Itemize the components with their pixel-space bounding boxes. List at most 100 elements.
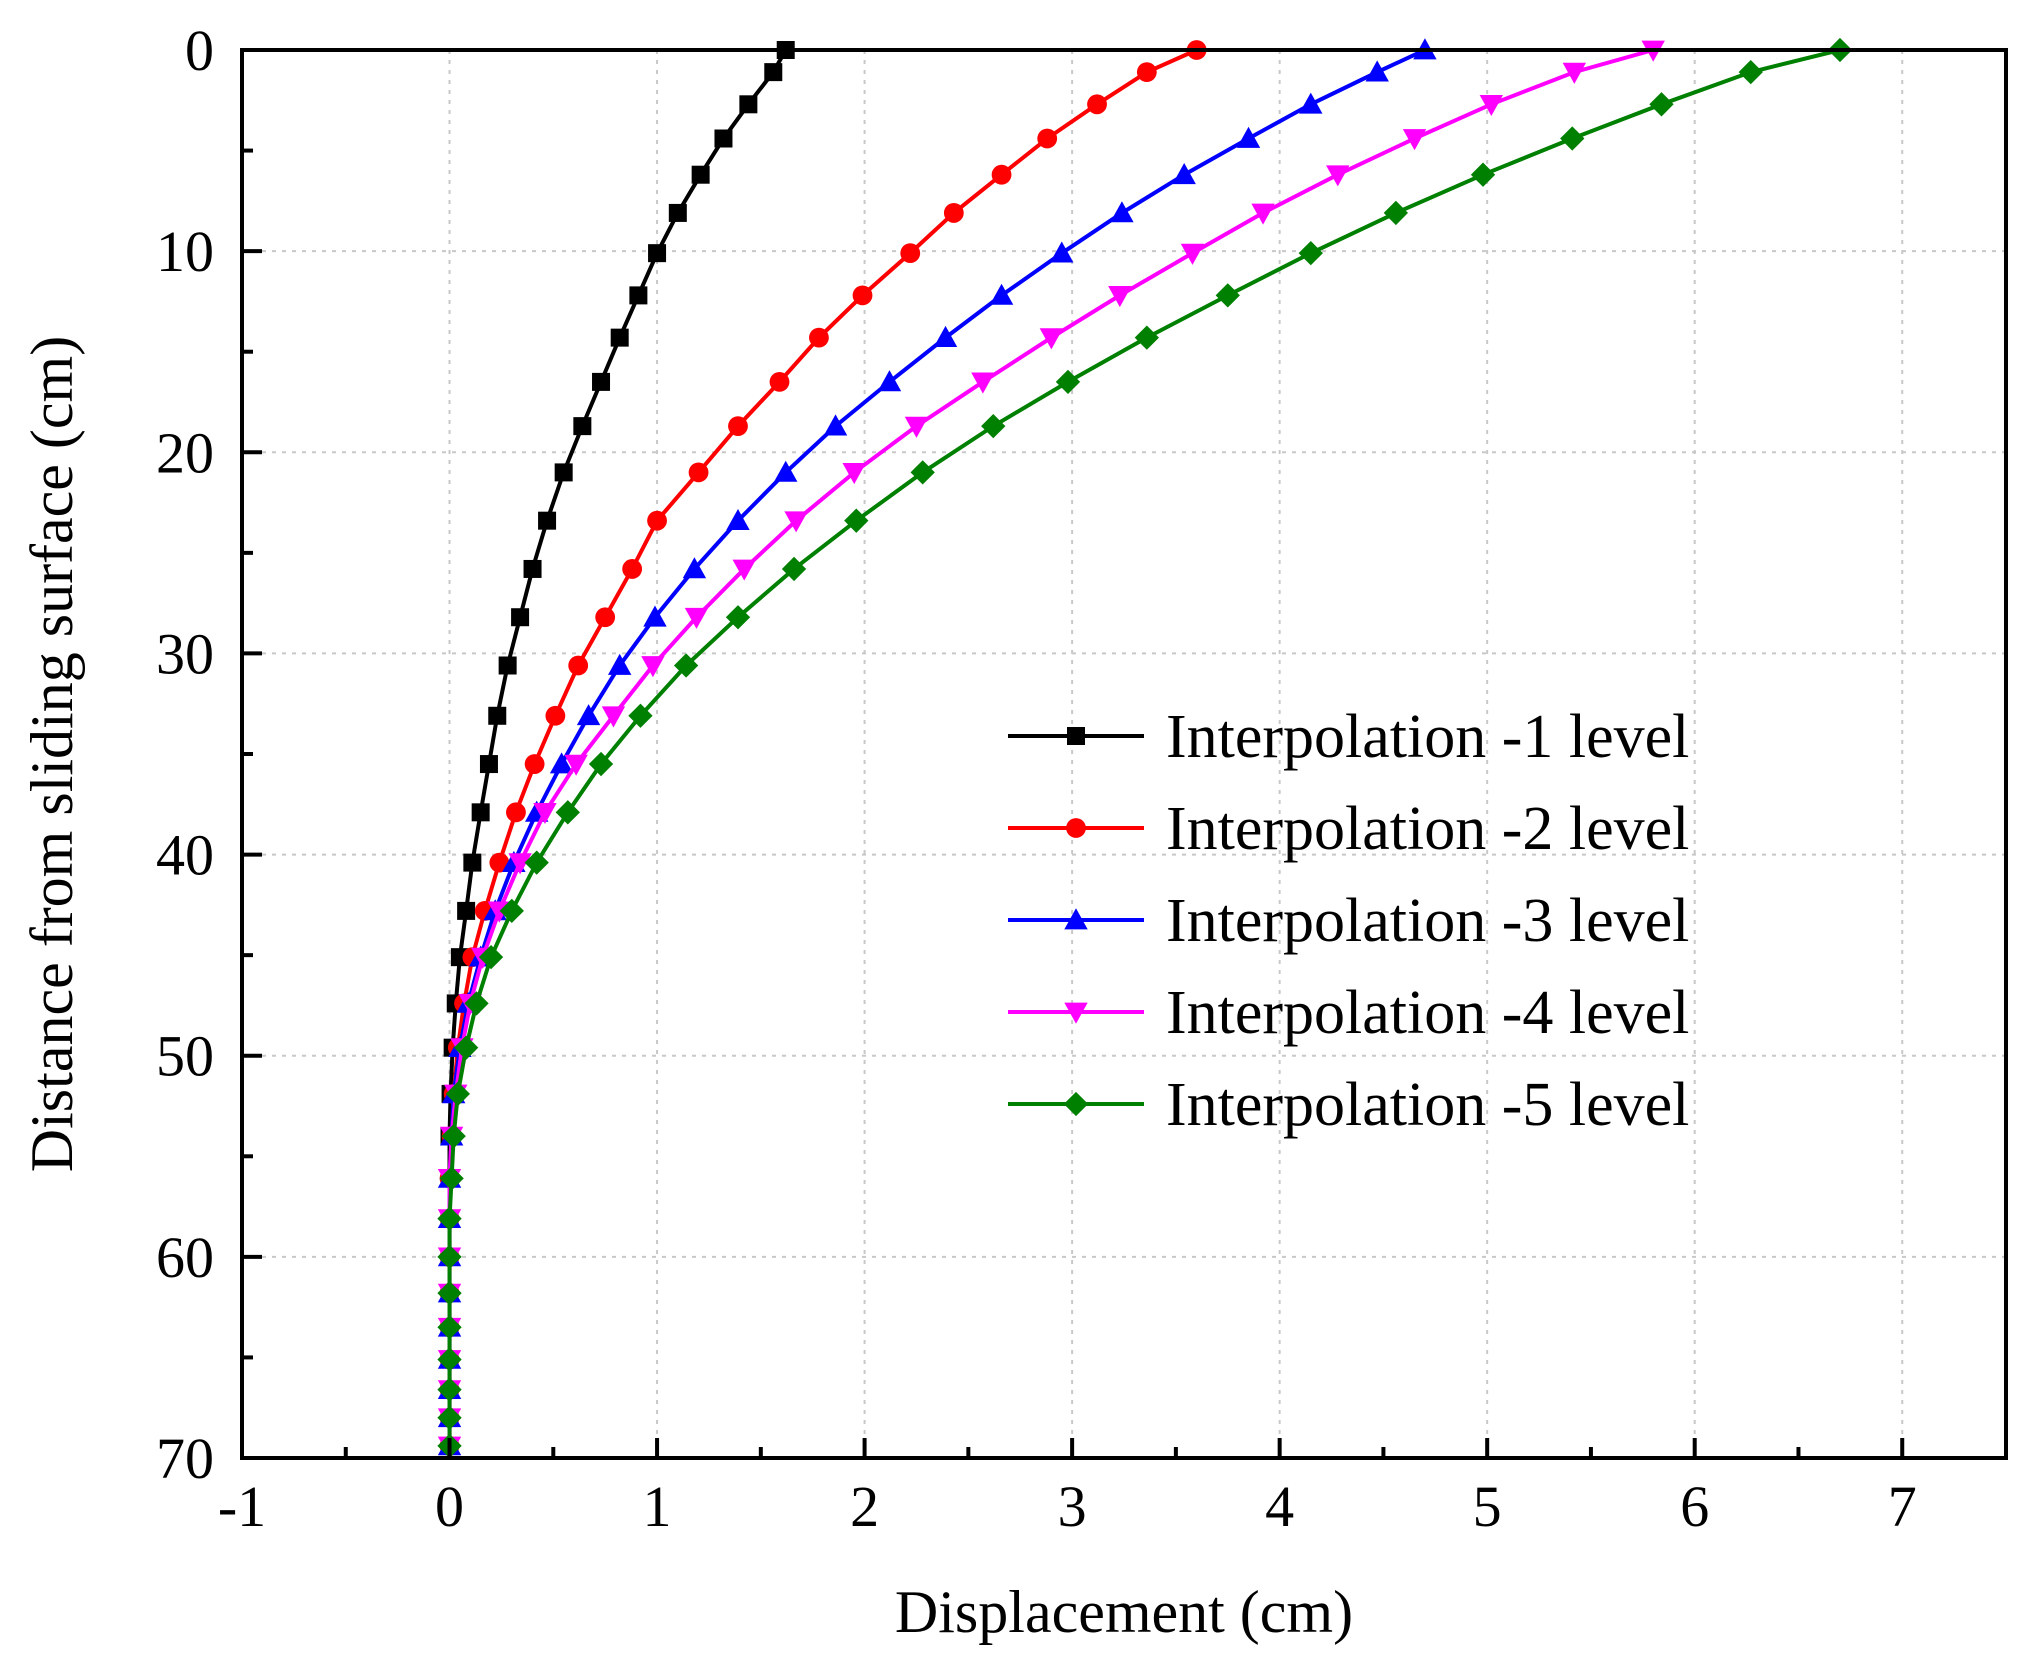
series-2-point: [489, 852, 510, 873]
legend-marker: [1064, 1002, 1088, 1024]
series-1-point: [498, 656, 517, 675]
legend-item: Interpolation -4 level: [1008, 979, 1689, 1047]
series-2-point: [506, 802, 526, 823]
x-axis-title: Displacement (cm): [895, 1579, 1353, 1645]
series-1-point: [511, 608, 530, 627]
series-5-point: [673, 653, 699, 678]
y-tick-label: 30: [156, 621, 214, 686]
x-tick-label: 5: [1473, 1474, 1502, 1539]
series-1-point: [538, 511, 557, 530]
legend-marker: [1064, 908, 1088, 930]
series-1-point: [523, 559, 542, 578]
series-2-point: [647, 510, 667, 531]
x-tick-label: 0: [435, 1474, 464, 1539]
series-1-point: [463, 853, 482, 872]
series-1-point: [668, 203, 687, 222]
series-1-point: [592, 372, 611, 391]
series-5-point: [628, 703, 653, 728]
series-1-point: [457, 901, 476, 920]
series-5-point: [910, 460, 935, 485]
series-2-point: [943, 203, 964, 223]
series-2-point: [595, 607, 616, 628]
series-2-point: [545, 705, 566, 726]
series-4-point: [842, 463, 866, 485]
x-tick-label: 7: [1888, 1474, 1917, 1539]
series-4-point: [784, 511, 808, 533]
x-tick-label: 2: [850, 1474, 879, 1539]
x-tick-label: 4: [1265, 1474, 1294, 1539]
series-5-point: [437, 1315, 462, 1340]
series-4-point: [684, 607, 709, 629]
grid: [242, 50, 2006, 1458]
legend-item: Interpolation -1 level: [1008, 703, 1689, 771]
series-4-point: [904, 416, 929, 438]
y-tick-label: 70: [156, 1426, 214, 1491]
series-4-point: [641, 656, 665, 678]
series-4-point: [971, 372, 995, 394]
series-5-point: [453, 1035, 479, 1060]
series-4-point: [564, 754, 588, 776]
series-1-point: [488, 706, 507, 725]
series-3-point: [682, 557, 707, 579]
x-tick-label: 6: [1680, 1474, 1709, 1539]
legend-item: Interpolation -3 level: [1008, 887, 1689, 955]
series-5-point: [725, 605, 751, 630]
series-5-point: [439, 1166, 464, 1191]
series-2-point: [622, 559, 643, 579]
legend-label: Interpolation -5 level: [1166, 1071, 1689, 1139]
series-5-point: [499, 898, 524, 924]
legend-marker: [1066, 818, 1086, 838]
series-1-point: [629, 286, 648, 305]
series-2-point: [991, 164, 1012, 185]
series-2-point: [900, 243, 921, 264]
series-5-point: [781, 556, 807, 582]
series-1-point: [610, 328, 629, 347]
series-5-point: [437, 1347, 462, 1372]
series-3-point: [933, 325, 958, 347]
series-2-point: [524, 754, 545, 774]
series-5-point: [437, 1377, 462, 1402]
series-2-point: [688, 462, 709, 483]
series-1-point: [471, 803, 490, 822]
y-tick-label: 60: [156, 1225, 214, 1290]
legend-label: Interpolation -3 level: [1166, 887, 1689, 955]
series-5-point: [524, 850, 549, 875]
series-2-point: [1037, 128, 1058, 149]
series-5-point: [1055, 369, 1081, 395]
series-3-point: [1110, 201, 1134, 223]
series-3-point: [877, 370, 902, 392]
legend-label: Interpolation -4 level: [1166, 979, 1689, 1047]
series-3-point: [576, 704, 601, 726]
legend-item: Interpolation -5 level: [1008, 1071, 1689, 1139]
legend-label: Interpolation -2 level: [1166, 795, 1689, 863]
series-2-point: [769, 371, 790, 392]
x-tick-label: -1: [218, 1474, 266, 1539]
series-4-point: [1108, 286, 1132, 308]
series-5-point: [464, 991, 489, 1016]
y-tick-label: 50: [156, 1024, 214, 1089]
series-1-point: [691, 165, 710, 184]
series-5-point: [437, 1206, 462, 1231]
series-2-point: [1087, 94, 1107, 115]
series-5-point: [437, 1280, 462, 1306]
y-tick-label: 20: [156, 420, 214, 485]
series-4-point: [1180, 243, 1205, 265]
series-5-point: [1215, 283, 1240, 308]
series-5-point: [981, 413, 1006, 439]
series-5-point: [478, 945, 504, 970]
series-3-point: [1050, 241, 1074, 263]
series-5-point: [1560, 126, 1585, 151]
series-3-point: [823, 414, 848, 436]
series-1-point: [573, 417, 592, 436]
series-5: [437, 37, 1853, 1459]
y-axis-title: Distance from sliding surface (cm): [19, 336, 85, 1172]
series-4-point: [732, 559, 756, 581]
series-4-point: [1326, 165, 1350, 187]
series-3-point: [1236, 126, 1261, 148]
series-2-point: [852, 285, 873, 306]
series-1-point: [648, 244, 667, 263]
series-5-point: [437, 1405, 462, 1430]
series-2-point: [728, 416, 748, 437]
series-1-point: [479, 755, 498, 774]
